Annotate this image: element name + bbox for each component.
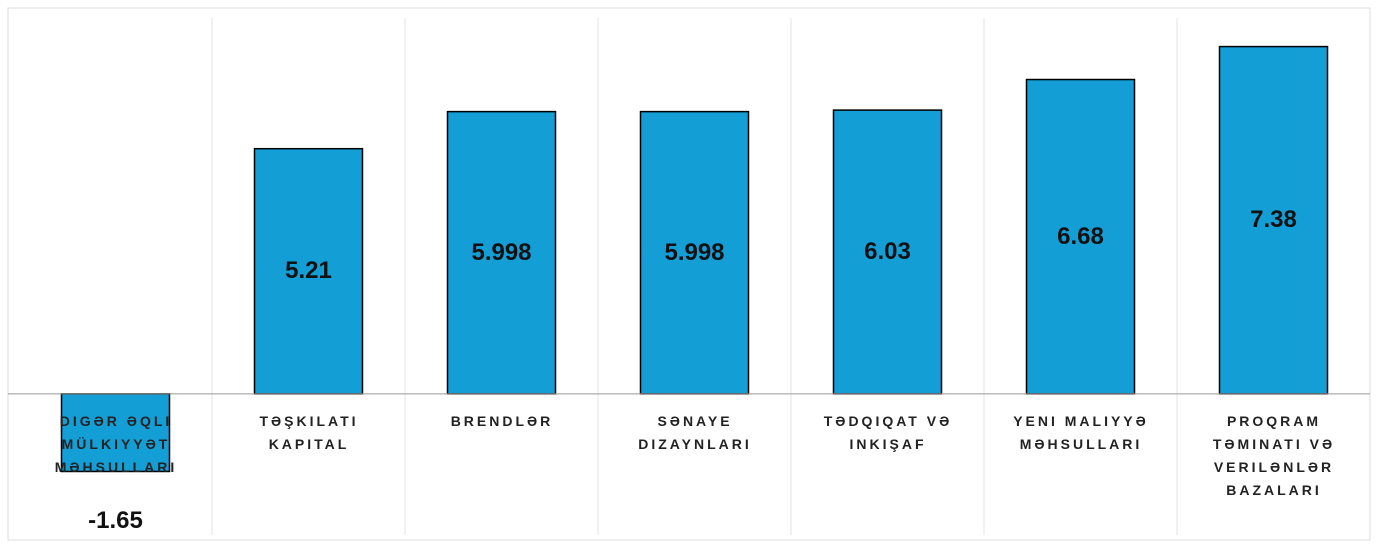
data-label: 5.21	[285, 257, 332, 285]
x-tick-label: TƏDQIQAT VƏ INKIŞAF	[823, 413, 953, 452]
data-label: 5.998	[664, 238, 725, 266]
x-tick-label: DIGƏR ƏQLI MÜLKIYYƏT MƏHSULLARI	[54, 413, 178, 475]
data-label: 6.03	[864, 237, 911, 265]
data-label: -1.65	[88, 507, 143, 535]
x-tick-label: YENI MALIYYƏ MƏHSULLARI	[1013, 413, 1149, 452]
x-tick-label: BRENDLƏR	[450, 413, 554, 429]
bar	[1025, 78, 1136, 395]
data-label: 7.38	[1250, 206, 1297, 234]
data-label: 6.68	[1057, 222, 1104, 250]
bar	[253, 147, 364, 395]
x-tick-label: TƏŞKILATI KAPITAL	[259, 413, 359, 452]
bar	[1218, 45, 1329, 395]
bar	[446, 110, 557, 395]
data-label: 5.998	[471, 238, 532, 266]
frame	[7, 7, 1371, 541]
x-tick-label: SƏNAYE DIZAYNLARI	[638, 413, 752, 452]
x-tick-label: PROQRAM TƏMINATI VƏ VERILƏNLƏR BAZALARI	[1212, 413, 1336, 498]
